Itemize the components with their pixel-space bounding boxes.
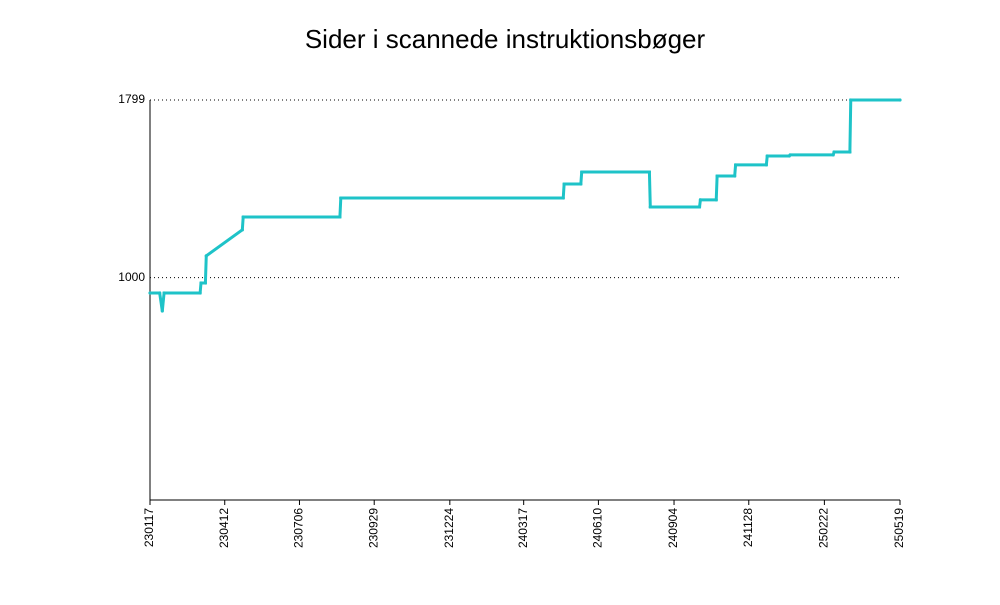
data-point (733, 174, 737, 178)
data-point (698, 198, 703, 202)
data-point (849, 98, 853, 102)
data-line (150, 98, 900, 312)
x-tick-label: 241128 (741, 508, 755, 547)
data-point (158, 291, 162, 295)
data-point (647, 170, 652, 174)
x-tick-label: 230929 (366, 508, 380, 548)
data-point (561, 196, 565, 200)
data-point (580, 170, 584, 174)
data-point (162, 291, 166, 295)
data-point (579, 182, 583, 186)
data-point (148, 291, 152, 295)
data-point (714, 198, 718, 202)
data-point (199, 281, 203, 285)
x-tick-label: 230412 (217, 508, 231, 548)
x-tick-label: 230117 (142, 508, 156, 547)
x-tick-label: 231224 (442, 508, 456, 548)
x-tick-label: 250519 (892, 508, 906, 548)
y-tick-label: 1799 (118, 92, 145, 106)
data-point (338, 215, 342, 219)
data-point (204, 254, 208, 258)
data-point (715, 174, 719, 178)
data-point (848, 150, 852, 154)
data-point (831, 153, 835, 157)
data-point (648, 205, 652, 209)
data-point (203, 281, 207, 285)
data-point (339, 196, 343, 200)
data-point (765, 154, 769, 158)
data-point (198, 291, 202, 295)
x-tick-label: 250222 (817, 508, 831, 548)
data-point (733, 163, 738, 167)
data-point (241, 215, 245, 219)
data-point (160, 309, 164, 313)
x-tick-label: 240904 (666, 508, 680, 548)
data-point (240, 228, 244, 232)
x-tick-label: 240317 (516, 508, 530, 548)
data-point (898, 98, 902, 102)
data-point (764, 163, 768, 167)
x-tick-label: 230706 (292, 508, 306, 548)
y-tick-label: 1000 (118, 270, 145, 284)
data-point (697, 205, 702, 209)
chart-title: Sider i scannede instruktionsbøger (305, 24, 706, 54)
data-point (832, 150, 836, 154)
data-point (562, 182, 566, 186)
x-tick-label: 240610 (591, 508, 605, 548)
data-point (788, 153, 792, 157)
